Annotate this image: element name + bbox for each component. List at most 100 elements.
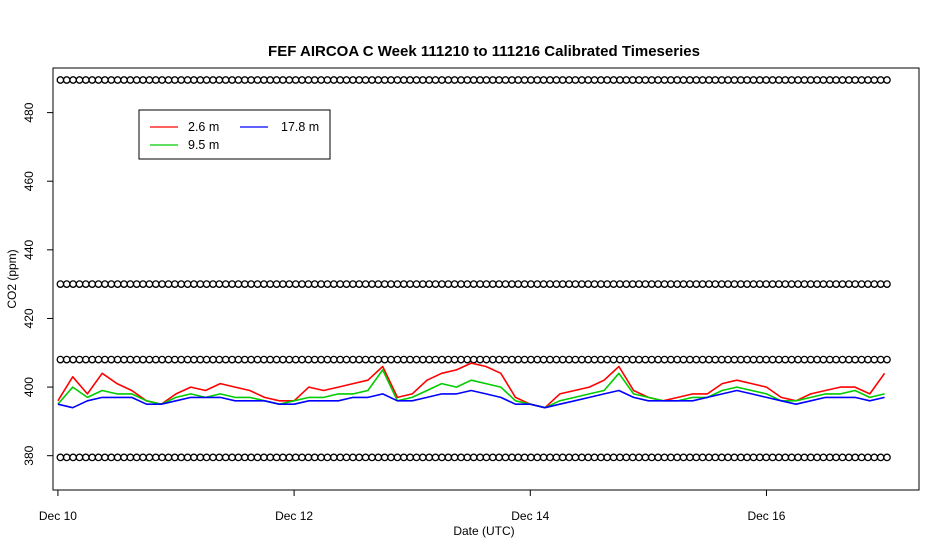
reference-point xyxy=(126,355,135,364)
reference-point xyxy=(825,280,834,288)
reference-point xyxy=(323,76,332,84)
y-tick-label: 440 xyxy=(22,240,36,260)
reference-point xyxy=(857,76,866,84)
reference-point xyxy=(202,453,211,462)
legend-label: 2.6 m xyxy=(188,120,219,134)
reference-point xyxy=(857,355,866,364)
reference-point xyxy=(247,355,255,364)
reference-point xyxy=(787,355,796,364)
reference-point xyxy=(781,453,790,462)
reference-point xyxy=(603,76,612,84)
reference-point xyxy=(272,280,281,288)
reference-point xyxy=(107,453,116,462)
reference-point xyxy=(482,355,491,364)
reference-band xyxy=(56,355,891,364)
reference-point xyxy=(323,453,332,462)
reference-point xyxy=(660,355,669,364)
reference-point xyxy=(234,355,243,364)
reference-point xyxy=(88,280,97,288)
reference-point xyxy=(380,453,389,462)
reference-point xyxy=(209,76,217,84)
reference-point xyxy=(75,280,84,288)
reference-point xyxy=(698,76,707,84)
reference-point xyxy=(120,355,128,364)
reference-point xyxy=(724,355,732,364)
reference-point xyxy=(724,453,732,462)
reference-point xyxy=(552,355,561,364)
reference-point xyxy=(558,76,567,84)
reference-point xyxy=(361,453,370,462)
reference-point xyxy=(228,453,236,462)
reference-point xyxy=(190,76,198,84)
reference-point xyxy=(56,280,65,288)
reference-point xyxy=(399,355,408,364)
reference-point xyxy=(342,355,351,364)
reference-point xyxy=(597,76,605,84)
reference-point xyxy=(412,355,421,364)
reference-point xyxy=(221,280,230,288)
reference-point xyxy=(692,280,701,288)
reference-point xyxy=(444,453,453,462)
reference-point xyxy=(221,76,230,84)
reference-point xyxy=(577,355,586,364)
reference-point xyxy=(832,453,840,462)
reference-point xyxy=(616,76,624,84)
reference-point xyxy=(425,453,434,462)
reference-point xyxy=(730,453,739,462)
reference-point xyxy=(743,280,751,288)
reference-point xyxy=(75,76,84,84)
reference-point xyxy=(590,453,599,462)
reference-point xyxy=(641,355,650,364)
reference-point xyxy=(139,355,147,364)
reference-point xyxy=(590,355,599,364)
reference-point xyxy=(260,453,268,462)
reference-point xyxy=(399,280,408,288)
reference-point xyxy=(692,453,701,462)
reference-point xyxy=(635,280,643,288)
reference-point xyxy=(876,453,885,462)
reference-point xyxy=(285,453,294,462)
reference-point xyxy=(870,453,879,462)
reference-point xyxy=(864,355,872,364)
reference-point xyxy=(775,453,783,462)
reference-point xyxy=(361,280,370,288)
reference-point xyxy=(546,76,554,84)
reference-point xyxy=(495,355,503,364)
reference-point xyxy=(597,280,605,288)
reference-point xyxy=(749,280,758,288)
reference-point xyxy=(825,453,834,462)
reference-point xyxy=(679,76,688,84)
reference-point xyxy=(571,453,580,462)
reference-point xyxy=(310,76,319,84)
reference-point xyxy=(387,355,395,364)
reference-point xyxy=(190,453,198,462)
reference-point xyxy=(730,280,739,288)
reference-point xyxy=(781,280,790,288)
reference-point xyxy=(253,355,262,364)
reference-point xyxy=(107,76,116,84)
reference-point xyxy=(113,76,122,84)
reference-point xyxy=(457,76,465,84)
reference-point xyxy=(234,76,243,84)
reference-point xyxy=(151,355,160,364)
reference-point xyxy=(730,355,739,364)
reference-point xyxy=(755,280,764,288)
reference-band xyxy=(56,76,891,84)
reference-point xyxy=(412,76,421,84)
reference-point xyxy=(215,76,224,84)
reference-point xyxy=(711,453,720,462)
reference-point xyxy=(482,280,491,288)
reference-point xyxy=(749,453,758,462)
reference-point xyxy=(533,280,542,288)
reference-point xyxy=(272,355,281,364)
reference-point xyxy=(196,355,205,364)
reference-point xyxy=(132,453,141,462)
reference-point xyxy=(374,355,383,364)
reference-point xyxy=(768,280,777,288)
reference-point xyxy=(56,453,65,462)
reference-point xyxy=(635,76,643,84)
reference-point xyxy=(476,453,484,462)
reference-point xyxy=(819,76,828,84)
reference-point xyxy=(647,76,656,84)
reference-point xyxy=(228,280,236,288)
